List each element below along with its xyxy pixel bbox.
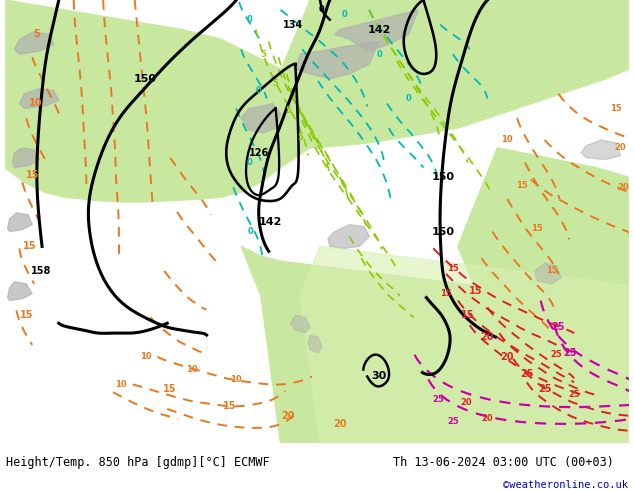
Text: 0: 0 <box>256 86 262 95</box>
Text: 5: 5 <box>273 79 278 88</box>
Text: 25: 25 <box>432 394 444 404</box>
Text: 25: 25 <box>552 322 565 332</box>
Text: 150: 150 <box>432 172 455 182</box>
Polygon shape <box>8 282 32 300</box>
Polygon shape <box>241 103 280 133</box>
Text: 25: 25 <box>568 390 580 399</box>
Text: 30: 30 <box>372 371 387 381</box>
Text: 15: 15 <box>610 104 621 113</box>
Polygon shape <box>308 335 322 353</box>
Text: 20: 20 <box>618 183 630 192</box>
Text: 15: 15 <box>469 286 482 295</box>
Text: 10: 10 <box>29 98 43 108</box>
Text: 15: 15 <box>461 310 474 320</box>
Text: 0: 0 <box>246 158 252 167</box>
Text: 10: 10 <box>501 135 513 145</box>
Text: 15: 15 <box>516 181 528 190</box>
Text: 10: 10 <box>139 352 152 361</box>
Polygon shape <box>290 316 310 333</box>
Text: 134: 134 <box>283 20 304 29</box>
Polygon shape <box>15 31 54 54</box>
Text: 20: 20 <box>481 332 495 342</box>
Text: 10: 10 <box>186 365 198 374</box>
Text: 10: 10 <box>115 380 127 389</box>
Polygon shape <box>241 246 630 443</box>
Text: 15: 15 <box>546 267 557 275</box>
Text: 25: 25 <box>550 350 562 359</box>
Text: 150: 150 <box>432 226 455 237</box>
Polygon shape <box>295 41 379 79</box>
Text: 150: 150 <box>134 74 157 84</box>
Text: 0: 0 <box>406 94 411 103</box>
Text: 142: 142 <box>367 24 391 35</box>
Polygon shape <box>4 0 340 202</box>
Text: 20: 20 <box>500 352 514 362</box>
Polygon shape <box>261 0 630 148</box>
Text: 0: 0 <box>319 5 325 14</box>
Text: 15: 15 <box>164 384 177 394</box>
Text: ©weatheronline.co.uk: ©weatheronline.co.uk <box>503 480 628 490</box>
Polygon shape <box>535 263 561 284</box>
Text: Th 13-06-2024 03:00 UTC (00+03): Th 13-06-2024 03:00 UTC (00+03) <box>393 456 614 468</box>
Text: 15: 15 <box>440 289 452 298</box>
Text: 20: 20 <box>482 415 493 423</box>
Text: 10: 10 <box>230 375 242 384</box>
Text: 15: 15 <box>25 171 39 180</box>
Text: 126: 126 <box>249 148 269 158</box>
Text: 158: 158 <box>31 266 51 276</box>
Text: 25: 25 <box>564 348 577 358</box>
Text: 20: 20 <box>460 397 472 407</box>
Text: 20: 20 <box>615 143 626 152</box>
Polygon shape <box>301 246 630 443</box>
Text: 5: 5 <box>33 29 39 40</box>
Text: 0: 0 <box>248 227 254 236</box>
Text: 15: 15 <box>22 242 36 251</box>
Polygon shape <box>8 213 32 232</box>
Text: 15: 15 <box>447 264 459 272</box>
Text: 15: 15 <box>223 401 236 411</box>
Text: 142: 142 <box>259 217 282 227</box>
Text: 20: 20 <box>281 411 295 421</box>
Text: 5: 5 <box>260 49 266 59</box>
Text: Height/Temp. 850 hPa [gdmp][°C] ECMWF: Height/Temp. 850 hPa [gdmp][°C] ECMWF <box>6 456 270 468</box>
Text: 25: 25 <box>520 369 534 379</box>
Text: 5: 5 <box>285 106 292 115</box>
Polygon shape <box>335 10 418 51</box>
Polygon shape <box>328 225 369 248</box>
Text: 25: 25 <box>447 417 459 426</box>
Text: 15: 15 <box>20 310 33 320</box>
Text: 25: 25 <box>538 384 552 394</box>
Polygon shape <box>458 148 630 443</box>
Text: 0: 0 <box>376 49 382 59</box>
Text: 0: 0 <box>246 15 252 24</box>
Polygon shape <box>13 148 39 168</box>
Polygon shape <box>20 89 59 108</box>
Text: 20: 20 <box>333 419 346 429</box>
Text: 15: 15 <box>531 224 543 233</box>
Polygon shape <box>581 140 621 160</box>
Text: 0: 0 <box>342 10 347 19</box>
Text: 5: 5 <box>297 133 303 143</box>
